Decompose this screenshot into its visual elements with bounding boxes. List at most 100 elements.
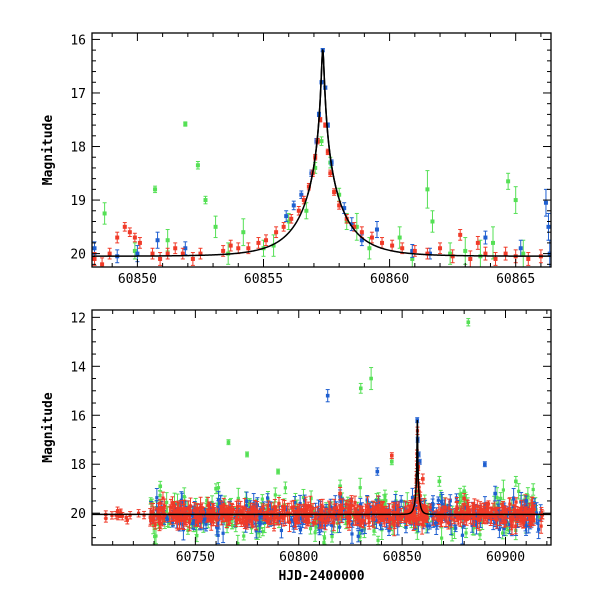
data-marker xyxy=(437,479,442,484)
red-point xyxy=(256,237,261,249)
data-marker xyxy=(360,529,364,533)
data-marker xyxy=(514,479,518,484)
blue-point xyxy=(221,523,226,544)
red-point xyxy=(155,508,160,524)
red-point xyxy=(172,501,177,511)
data-marker xyxy=(321,505,325,509)
data-marker xyxy=(206,503,210,507)
data-marker xyxy=(264,238,269,243)
data-marker xyxy=(506,179,511,184)
data-marker xyxy=(452,518,456,522)
data-marker xyxy=(292,505,296,509)
data-marker xyxy=(202,518,206,522)
data-marker xyxy=(514,524,518,528)
blue-point xyxy=(543,188,548,217)
data-marker xyxy=(183,246,188,251)
data-marker xyxy=(236,496,240,501)
data-marker xyxy=(261,505,265,509)
data-marker xyxy=(418,494,422,498)
data-marker xyxy=(214,486,218,491)
data-marker xyxy=(422,518,426,522)
red-point xyxy=(151,502,156,521)
red-point xyxy=(462,493,467,504)
data-marker xyxy=(391,516,395,520)
data-marker xyxy=(239,511,243,515)
data-marker xyxy=(255,509,259,513)
data-marker xyxy=(224,518,228,523)
x-tick-label: 60900 xyxy=(486,550,525,565)
plot-area xyxy=(92,48,551,267)
data-marker xyxy=(393,520,397,524)
data-marker xyxy=(137,240,142,245)
data-marker xyxy=(443,506,447,510)
data-marker xyxy=(503,251,508,256)
data-marker xyxy=(236,541,240,545)
green-point xyxy=(102,202,107,225)
data-marker xyxy=(280,513,284,517)
data-marker xyxy=(531,508,535,512)
green-point xyxy=(271,234,276,257)
data-marker xyxy=(179,511,183,515)
data-marker xyxy=(301,509,305,513)
data-marker xyxy=(150,251,155,256)
red-point xyxy=(136,509,141,518)
data-marker xyxy=(534,507,538,512)
data-marker xyxy=(475,517,480,521)
data-marker xyxy=(384,499,388,503)
red-point xyxy=(396,512,401,527)
data-marker xyxy=(265,514,269,519)
data-marker xyxy=(191,521,195,526)
green-point xyxy=(260,526,265,537)
green-point xyxy=(430,210,435,233)
data-marker xyxy=(428,524,432,528)
red-point xyxy=(339,503,344,524)
blue-point xyxy=(493,485,498,502)
red-point xyxy=(475,235,480,250)
data-marker xyxy=(448,251,453,256)
data-marker xyxy=(499,517,503,521)
data-marker xyxy=(352,224,357,229)
data-marker xyxy=(525,509,529,513)
blue-point xyxy=(374,220,379,239)
data-marker xyxy=(290,505,294,510)
data-marker xyxy=(382,514,386,519)
data-marker xyxy=(276,516,280,521)
data-marker xyxy=(376,506,380,511)
y-tick-label: 12 xyxy=(70,311,86,326)
red-point xyxy=(306,501,311,511)
data-marker xyxy=(227,509,231,513)
data-marker xyxy=(198,251,203,256)
data-marker xyxy=(376,515,380,519)
red-point xyxy=(293,509,298,530)
data-marker xyxy=(266,507,271,512)
green-point xyxy=(448,242,453,265)
data-marker xyxy=(524,524,528,528)
data-marker xyxy=(289,518,293,522)
data-marker xyxy=(318,117,323,122)
data-marker xyxy=(183,122,188,127)
data-marker xyxy=(513,198,518,203)
red-point xyxy=(198,247,203,260)
data-marker xyxy=(333,503,337,507)
data-marker xyxy=(135,251,140,256)
data-marker xyxy=(446,521,450,525)
data-marker xyxy=(418,515,422,519)
data-marker xyxy=(539,524,543,528)
data-marker xyxy=(424,510,428,514)
data-marker xyxy=(365,510,369,515)
data-marker xyxy=(335,521,340,525)
red-point xyxy=(239,518,244,527)
data-marker xyxy=(209,519,213,523)
green-point xyxy=(283,481,288,495)
data-marker xyxy=(337,525,342,529)
data-marker xyxy=(325,509,329,513)
blue-point xyxy=(298,525,303,535)
data-marker xyxy=(468,514,473,518)
data-marker xyxy=(234,519,239,523)
red-point xyxy=(185,511,190,520)
data-marker xyxy=(391,505,395,509)
blue-point xyxy=(375,467,380,476)
data-marker xyxy=(518,246,523,251)
red-point xyxy=(329,510,334,525)
data-marker xyxy=(213,224,218,229)
